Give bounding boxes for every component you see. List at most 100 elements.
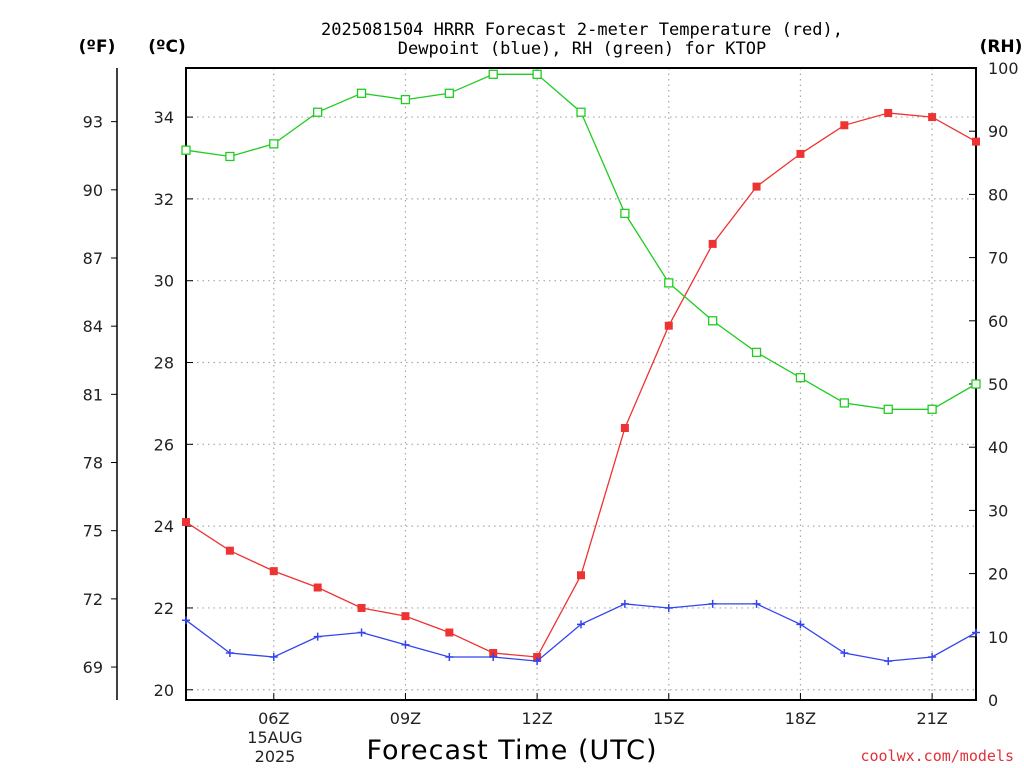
c-tick-label: 34 — [154, 108, 174, 127]
point-dewpoint — [708, 599, 717, 608]
x-tick-label: 18Z — [785, 709, 816, 728]
series-group — [181, 69, 981, 666]
point-dewpoint — [313, 632, 322, 641]
point-temperature — [752, 182, 761, 191]
x-axis-label: Forecast Time (UTC) — [366, 735, 657, 766]
date-label-year: 2025 — [255, 747, 296, 766]
f-tick-label: 87 — [83, 249, 103, 268]
point-temperature — [182, 518, 190, 527]
point-dewpoint — [796, 620, 805, 629]
rh-tick-label: 70 — [988, 249, 1008, 268]
rh-tick-label: 30 — [988, 501, 1008, 520]
rh-tick-label: 20 — [988, 565, 1008, 584]
point-temperature — [884, 108, 893, 117]
point-dewpoint — [884, 657, 893, 666]
rh-tick-label: 50 — [988, 375, 1008, 394]
point-temperature — [357, 603, 366, 612]
series-temperature — [182, 108, 980, 662]
point-rh — [269, 139, 279, 149]
rh-tick-label: 40 — [988, 438, 1008, 457]
c-tick-label: 30 — [154, 272, 174, 291]
point-rh — [664, 278, 674, 288]
axis-unit-rh: (RH) — [980, 37, 1023, 57]
rh-tick-label: 10 — [988, 628, 1008, 647]
rh-tick-label: 80 — [988, 185, 1008, 204]
point-temperature — [796, 149, 805, 158]
line-dewpoint — [185, 603, 977, 662]
point-dewpoint — [357, 628, 366, 637]
f-tick-label: 84 — [83, 317, 103, 336]
point-rh — [576, 107, 586, 117]
date-label-day: 15AUG — [247, 728, 302, 747]
c-tick-label: 24 — [154, 517, 174, 536]
point-dewpoint — [533, 657, 542, 666]
point-temperature — [840, 121, 849, 130]
x-tick-label: 21Z — [916, 709, 947, 728]
point-rh — [620, 208, 630, 219]
point-temperature — [972, 137, 980, 146]
point-rh — [400, 94, 411, 105]
point-rh — [927, 404, 937, 414]
point-temperature — [928, 113, 937, 122]
point-temperature — [533, 653, 542, 662]
c-tick-label: 28 — [154, 354, 174, 373]
chart-title-line2: Dewpoint (blue), RH (green) for KTOP — [398, 39, 766, 59]
point-dewpoint — [664, 603, 673, 612]
point-dewpoint — [182, 616, 190, 625]
point-rh — [181, 145, 191, 155]
point-temperature — [269, 567, 278, 576]
point-dewpoint — [445, 653, 454, 662]
f-tick-label: 75 — [83, 522, 103, 541]
point-temperature — [445, 628, 454, 637]
c-tick-label: 32 — [154, 190, 174, 209]
point-rh — [883, 404, 893, 414]
point-rh — [532, 69, 542, 79]
point-rh — [444, 88, 454, 98]
f-tick-label: 90 — [83, 181, 103, 200]
point-temperature — [225, 546, 234, 555]
point-temperature — [577, 571, 585, 580]
point-rh — [795, 373, 806, 383]
point-temperature — [620, 423, 629, 432]
point-temperature — [708, 239, 717, 248]
line-rh — [185, 73, 977, 410]
point-dewpoint — [972, 628, 980, 637]
point-dewpoint — [620, 599, 629, 608]
series-dewpoint — [182, 599, 980, 666]
point-temperature — [664, 321, 673, 330]
rh-tick-label: 100 — [988, 59, 1019, 78]
point-rh — [971, 379, 981, 389]
point-temperature — [401, 612, 410, 621]
f-tick-label: 93 — [83, 113, 103, 132]
axis-unit-fahrenheit: (ºF) — [79, 37, 116, 57]
rh-tick-label: 0 — [988, 691, 998, 710]
f-tick-label: 78 — [83, 454, 103, 473]
rh-tick-label: 60 — [988, 312, 1008, 331]
point-dewpoint — [752, 599, 761, 608]
x-tick-label: 06Z — [258, 709, 289, 728]
gridlines — [186, 68, 976, 700]
f-tick-label: 69 — [83, 658, 103, 677]
point-rh — [708, 316, 718, 326]
f-tick-label: 81 — [83, 385, 103, 404]
point-dewpoint — [840, 648, 849, 657]
chart-title-line1: 2025081504 HRRR Forecast 2-meter Tempera… — [321, 20, 843, 40]
point-dewpoint — [577, 620, 585, 629]
point-dewpoint — [928, 653, 937, 662]
point-rh — [751, 347, 762, 358]
credit-link[interactable]: coolwx.com/models — [860, 747, 1014, 765]
f-tick-label: 72 — [83, 590, 103, 609]
c-tick-label: 20 — [154, 681, 174, 700]
x-tick-label: 15Z — [653, 709, 684, 728]
point-rh — [488, 69, 498, 79]
point-rh — [356, 88, 367, 98]
plot-frame — [185, 67, 977, 701]
x-tick-label: 09Z — [390, 709, 421, 728]
rh-tick-label: 90 — [988, 122, 1008, 141]
point-temperature — [313, 583, 322, 592]
point-temperature — [489, 648, 498, 657]
x-tick-label: 12Z — [521, 709, 552, 728]
point-dewpoint — [225, 648, 234, 657]
point-dewpoint — [401, 640, 410, 649]
